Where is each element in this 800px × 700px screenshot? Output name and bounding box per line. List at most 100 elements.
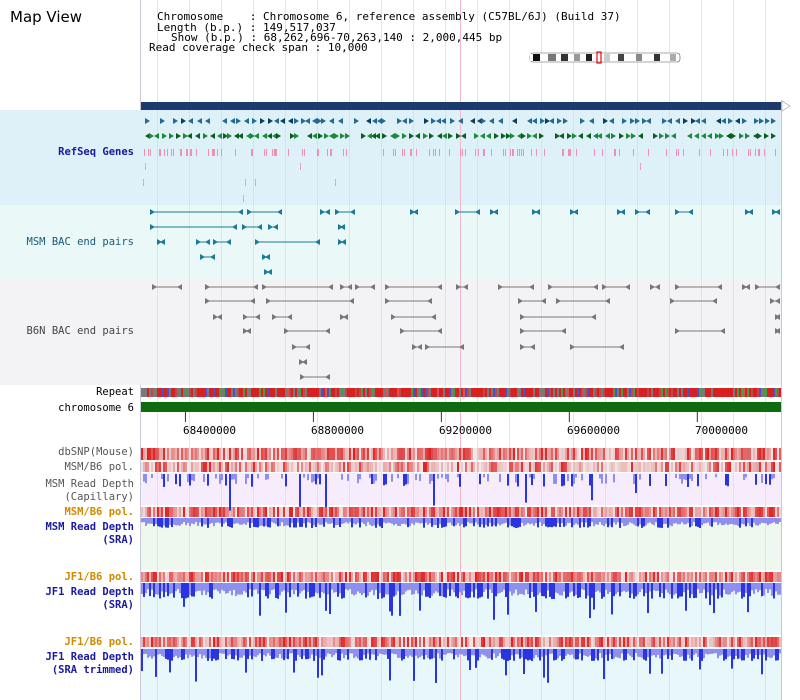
track-label-refseq[interactable]: RefSeq Genes: [58, 146, 134, 158]
b6n-bac-pair-end[interactable]: [745, 284, 750, 290]
refseq-gene-arrow[interactable]: [716, 118, 721, 124]
refseq-gene-arrow[interactable]: [707, 133, 712, 139]
refseq-gene-arrow[interactable]: [622, 118, 627, 124]
b6n-bac-pair-end[interactable]: [355, 284, 360, 290]
refseq-gene-arrow[interactable]: [498, 118, 503, 124]
b6n-bac-pair-end[interactable]: [255, 314, 260, 320]
msm-bac-pair-end[interactable]: [635, 209, 640, 215]
b6n-bac-pair-end[interactable]: [431, 314, 436, 320]
refseq-gene-arrow[interactable]: [731, 133, 736, 139]
b6n-bac-pair-end[interactable]: [302, 359, 307, 365]
refseq-gene-arrow[interactable]: [429, 133, 434, 139]
refseq-gene-arrow[interactable]: [754, 118, 759, 124]
refseq-gene-arrow[interactable]: [683, 118, 688, 124]
refseq-gene-arrow[interactable]: [236, 118, 241, 124]
refseq-gene-arrow[interactable]: [372, 118, 377, 124]
b6n-bac-pair-end[interactable]: [300, 374, 305, 380]
refseq-gene-arrow[interactable]: [461, 133, 466, 139]
refseq-gene-arrow[interactable]: [169, 133, 174, 139]
b6n-bac-pair-end[interactable]: [529, 284, 534, 290]
ideogram-position-marker[interactable]: [596, 51, 602, 64]
refseq-gene-arrow[interactable]: [340, 133, 345, 139]
b6n-bac-pair-end[interactable]: [619, 344, 624, 350]
track-label-jf1-depth-sra[interactable]: JF1 Read Depth: [45, 586, 134, 598]
refseq-gene-arrow[interactable]: [545, 118, 550, 124]
refseq-gene-arrow[interactable]: [480, 133, 485, 139]
b6n-bac-pair-end[interactable]: [243, 314, 248, 320]
refseq-gene-arrow[interactable]: [318, 133, 323, 139]
refseq-gene-arrow[interactable]: [205, 118, 210, 124]
refseq-gene-arrow[interactable]: [402, 118, 407, 124]
refseq-gene-arrow[interactable]: [555, 133, 560, 139]
b6n-bac-pair-end[interactable]: [459, 344, 464, 350]
msm-bac-pair-end[interactable]: [325, 209, 330, 215]
refseq-gene-arrow[interactable]: [675, 118, 680, 124]
refseq-gene-arrow[interactable]: [456, 133, 461, 139]
msm-bac-pair-end[interactable]: [264, 269, 269, 275]
b6n-bac-pair-end[interactable]: [775, 284, 780, 290]
msm-bac-pair-end[interactable]: [213, 239, 218, 245]
refseq-gene-arrow[interactable]: [203, 133, 208, 139]
b6n-bac-pair-end[interactable]: [272, 314, 277, 320]
b6n-bac-pair-end[interactable]: [518, 298, 523, 304]
msm-bac-pair-end[interactable]: [150, 224, 155, 230]
msm-bac-pair-end[interactable]: [157, 239, 162, 245]
msm-bac-pair-end[interactable]: [196, 239, 201, 245]
track-label-chromosome[interactable]: chromosome 6: [58, 402, 134, 414]
refseq-gene-arrow[interactable]: [197, 118, 202, 124]
b6n-bac-pair-end[interactable]: [391, 314, 396, 320]
b6n-bac-pair-end[interactable]: [556, 298, 561, 304]
msm-bac-pair-end[interactable]: [532, 209, 537, 215]
refseq-gene-arrow[interactable]: [268, 118, 273, 124]
b6n-bac-pair-end[interactable]: [655, 284, 660, 290]
b6n-bac-pair-end[interactable]: [292, 344, 297, 350]
refseq-gene-arrow[interactable]: [371, 133, 376, 139]
refseq-gene-arrow[interactable]: [759, 118, 764, 124]
b6n-bac-pair-end[interactable]: [541, 298, 546, 304]
refseq-gene-arrow[interactable]: [671, 133, 676, 139]
track-label-msm-bac[interactable]: MSM BAC end pairs: [26, 236, 134, 248]
msm-bac-pair-end[interactable]: [410, 209, 415, 215]
msm-bac-pair-end[interactable]: [238, 209, 243, 215]
b6n-bac-pair-end[interactable]: [437, 284, 442, 290]
refseq-gene-arrow[interactable]: [260, 118, 265, 124]
chromosome-ideogram-icon[interactable]: [529, 51, 681, 64]
msm-bac-pair-end[interactable]: [267, 269, 272, 275]
msm-bac-pair-end[interactable]: [226, 239, 231, 245]
refseq-gene-arrow[interactable]: [715, 133, 720, 139]
refseq-gene-arrow[interactable]: [586, 133, 591, 139]
refseq-gene-arrow[interactable]: [377, 118, 382, 124]
msm-bac-pair-end[interactable]: [645, 209, 650, 215]
msm-bac-pair-end[interactable]: [772, 209, 777, 215]
refseq-gene-arrow[interactable]: [642, 118, 647, 124]
b6n-bac-pair-end[interactable]: [205, 284, 210, 290]
refseq-gene-arrow[interactable]: [280, 118, 285, 124]
b6n-bac-pair-end[interactable]: [675, 284, 680, 290]
refseq-gene-arrow[interactable]: [578, 133, 583, 139]
refseq-gene-arrow[interactable]: [244, 118, 249, 124]
refseq-gene-arrow[interactable]: [409, 118, 414, 124]
b6n-bac-pair-end[interactable]: [775, 328, 780, 334]
msm-bac-pair-end[interactable]: [338, 239, 343, 245]
refseq-gene-arrow[interactable]: [540, 118, 545, 124]
refseq-gene-arrow[interactable]: [630, 118, 635, 124]
b6n-bac-pair-end[interactable]: [717, 284, 722, 290]
triangle-right-icon[interactable]: [781, 100, 791, 112]
refseq-gene-arrow[interactable]: [301, 118, 306, 124]
b6n-bac-pair-end[interactable]: [463, 284, 468, 290]
b6n-bac-pair-end[interactable]: [755, 284, 760, 290]
msm-bac-pair-end[interactable]: [775, 209, 780, 215]
msm-bac-pair-end[interactable]: [617, 209, 622, 215]
b6n-bac-pair-end[interactable]: [385, 284, 390, 290]
refseq-gene-arrow[interactable]: [527, 133, 532, 139]
track-label-jf1-depth-trimmed[interactable]: JF1 Read Depth: [45, 651, 134, 663]
b6n-bac-pair-end[interactable]: [340, 284, 345, 290]
b6n-bac-pair-end[interactable]: [299, 359, 304, 365]
refseq-gene-arrow[interactable]: [290, 133, 295, 139]
refseq-gene-arrow[interactable]: [395, 133, 400, 139]
msm-bac-pair-end[interactable]: [273, 224, 278, 230]
b6n-bac-pair-end[interactable]: [266, 298, 271, 304]
b6n-bac-pair-end[interactable]: [217, 314, 222, 320]
refseq-gene-arrow[interactable]: [149, 133, 154, 139]
refseq-gene-arrow[interactable]: [441, 118, 446, 124]
